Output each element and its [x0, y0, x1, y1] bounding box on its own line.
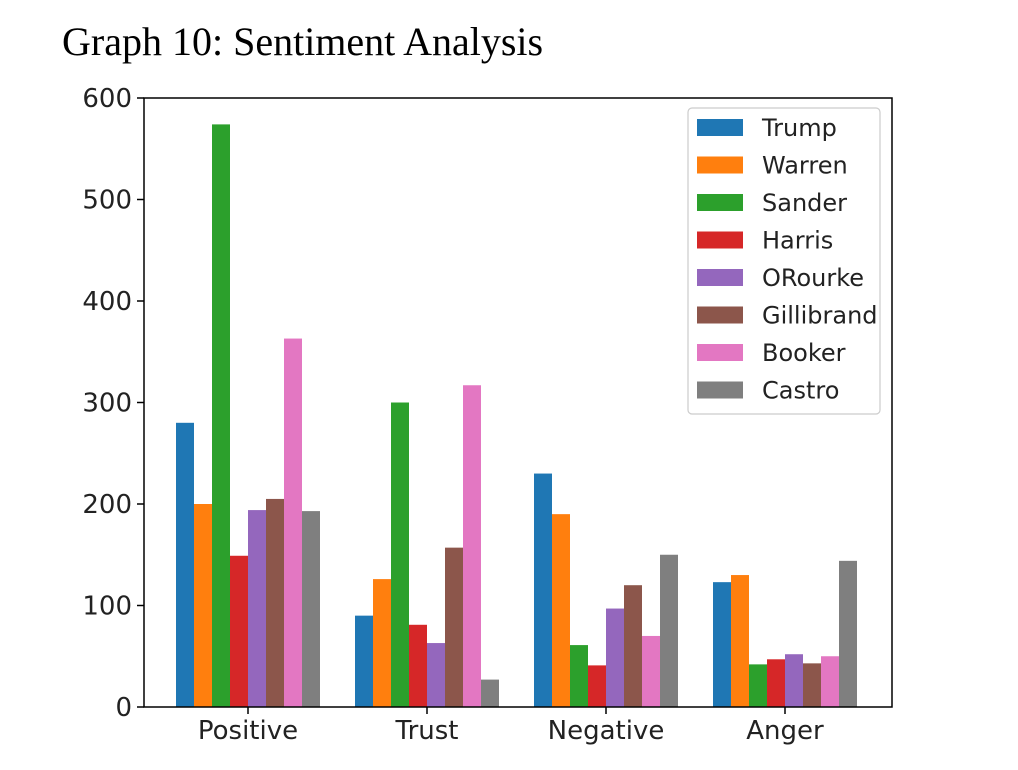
y-tick-label: 400 [82, 287, 132, 317]
bars-group [176, 124, 857, 707]
x-tick-label-anger: Anger [746, 716, 824, 746]
bar-warren-anger [731, 575, 749, 707]
bar-castro-negative [660, 554, 678, 707]
legend-box [687, 107, 881, 415]
bar-harris-trust [409, 624, 427, 707]
bar-gillibrand-positive [266, 498, 284, 707]
legend-swatch-gillibrand [697, 306, 743, 324]
legend-swatch-trump [697, 119, 743, 136]
legend-swatch-warren [697, 156, 743, 174]
y-tick-label: 300 [82, 389, 132, 419]
chart-title: Graph 10: Sentiment Analysis [62, 19, 544, 64]
bar-booker-anger [821, 656, 839, 707]
bar-orourke-trust [427, 643, 445, 707]
bar-booker-negative [642, 635, 660, 707]
bar-trump-trust [355, 615, 373, 707]
legend-label-warren: Warren [762, 152, 848, 180]
y-axis: 0 100 200 300 400 500 600 [82, 84, 144, 723]
y-tick-label: 600 [82, 84, 132, 114]
bar-castro-positive [302, 511, 320, 707]
x-tick-label-positive: Positive [198, 716, 298, 746]
bar-warren-negative [552, 514, 570, 707]
legend-swatch-sander [697, 194, 743, 211]
y-tick-label: 0 [115, 693, 132, 723]
bar-booker-positive [284, 338, 302, 707]
legend-label-orourke: ORourke [762, 264, 864, 292]
legend-label-booker: Booker [762, 339, 846, 367]
bar-harris-positive [230, 555, 248, 707]
bar-harris-anger [767, 659, 785, 707]
x-axis: Positive Trust Negative Anger [198, 707, 824, 746]
bar-orourke-anger [785, 654, 803, 707]
bar-gillibrand-anger [803, 663, 821, 707]
bar-gillibrand-negative [624, 585, 642, 707]
bar-gillibrand-trust [445, 547, 463, 707]
legend-swatch-harris [697, 231, 743, 249]
y-tick-label: 100 [82, 592, 132, 622]
bar-warren-trust [373, 579, 391, 707]
x-tick-label-trust: Trust [395, 716, 459, 746]
bar-warren-positive [194, 504, 212, 707]
legend-swatch-booker [697, 344, 743, 361]
legend-label-harris: Harris [762, 227, 833, 255]
x-tick-label-negative: Negative [548, 716, 665, 746]
bar-sander-positive [212, 124, 230, 707]
bar-sander-trust [391, 402, 409, 707]
legend-label-castro: Castro [762, 377, 839, 405]
bar-harris-negative [588, 665, 606, 707]
legend: Trump Warren Sander Harris ORourke Gillibrand… [687, 107, 881, 415]
bar-orourke-negative [606, 608, 624, 707]
bar-sander-negative [570, 645, 588, 707]
bar-sander-anger [749, 664, 767, 707]
legend-label-gillibrand: Gillibrand [762, 302, 878, 330]
bar-castro-anger [839, 560, 857, 707]
bar-booker-trust [463, 385, 481, 707]
legend-label-trump: Trump [761, 114, 837, 142]
legend-label-sander: Sander [762, 189, 847, 217]
bar-trump-positive [176, 422, 194, 707]
legend-swatch-orourke [697, 269, 743, 286]
bar-trump-negative [534, 473, 552, 707]
y-tick-label: 200 [82, 490, 132, 520]
y-tick-label: 500 [82, 186, 132, 216]
legend-swatch-castro [697, 381, 743, 399]
bar-trump-anger [713, 582, 731, 707]
bar-castro-trust [481, 679, 499, 707]
bar-orourke-positive [248, 510, 266, 707]
